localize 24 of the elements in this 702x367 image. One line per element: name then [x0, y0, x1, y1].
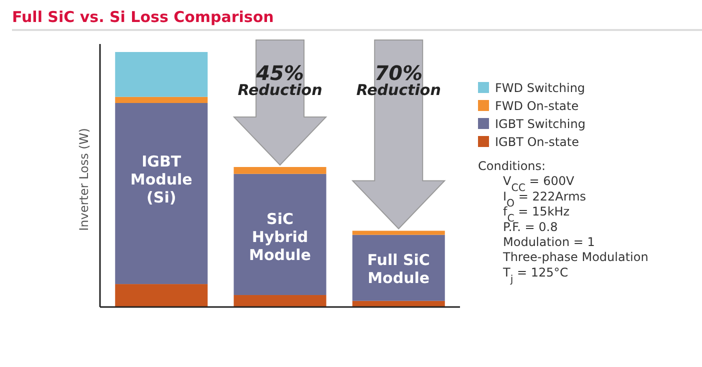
bar: [115, 284, 208, 307]
legend-label: FWD Switching: [495, 81, 586, 95]
text: Modulation = 1: [503, 235, 595, 249]
chart-title: Full SiC vs. Si Loss Comparison: [12, 8, 274, 26]
bar: [115, 96, 208, 103]
x-tick-label: SiC Hybrid Module: [249, 210, 311, 264]
y-axis-title: Inverter Loss (W): [77, 128, 91, 231]
annotation: 45% Reduction: [238, 61, 322, 99]
bar: [115, 103, 208, 284]
annotation: 70% Reduction: [356, 61, 441, 99]
bar: [234, 174, 326, 296]
legend-label: FWD On-state: [495, 99, 579, 113]
bar: [234, 295, 326, 307]
legend-label: IGBT On-state: [495, 135, 579, 149]
legend-label: IGBT Switching: [495, 117, 586, 131]
bar: [115, 52, 208, 97]
text: Conditions:: [478, 159, 546, 173]
bar: [352, 230, 445, 235]
x-tick-label: Full SiC Module: [367, 250, 430, 287]
text: Three-phase Modulation: [502, 250, 648, 264]
bar: [234, 167, 326, 174]
x-tick-label: IGBT Module (Si): [130, 152, 192, 206]
bar: [352, 300, 445, 307]
text: T$_{j}$ = 125°C: [502, 265, 568, 285]
